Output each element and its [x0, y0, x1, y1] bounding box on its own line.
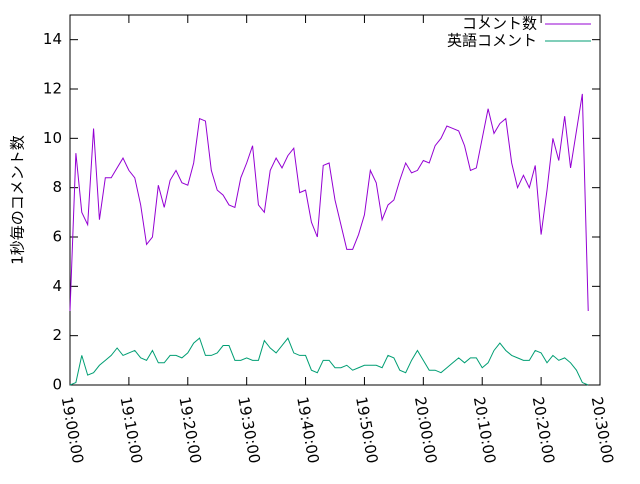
y-tick-label: 4: [52, 277, 62, 295]
series-line: [69, 337, 589, 386]
y-tick-label: 14: [43, 30, 62, 48]
x-tick-label: 20:20:00: [529, 395, 558, 464]
x-tick-label: 19:30:00: [234, 395, 263, 464]
y-tick-label: 2: [52, 326, 62, 344]
y-tick-label: 8: [52, 178, 62, 196]
series-line: [69, 93, 589, 312]
x-tick-label: 20:00:00: [411, 395, 440, 464]
y-axis-label: 1秒毎のコメント数: [9, 135, 27, 265]
x-tick-label: 19:40:00: [293, 395, 322, 464]
y-tick-label: 6: [52, 228, 62, 246]
x-tick-label: 19:20:00: [175, 395, 204, 464]
legend-label: 英語コメント: [447, 32, 537, 50]
x-tick-label: 19:50:00: [352, 395, 381, 464]
legend-label: コメント数: [462, 15, 537, 33]
x-tick-label: 19:10:00: [117, 395, 146, 464]
x-tick-label: 20:10:00: [470, 395, 499, 464]
y-tick-label: 12: [43, 80, 62, 98]
plot-border: [69, 14, 601, 386]
x-tick-label: 20:30:00: [588, 395, 617, 464]
y-tick-label: 10: [43, 129, 62, 147]
y-tick-label: 0: [52, 376, 62, 394]
x-tick-label: 19:00:00: [58, 395, 87, 464]
